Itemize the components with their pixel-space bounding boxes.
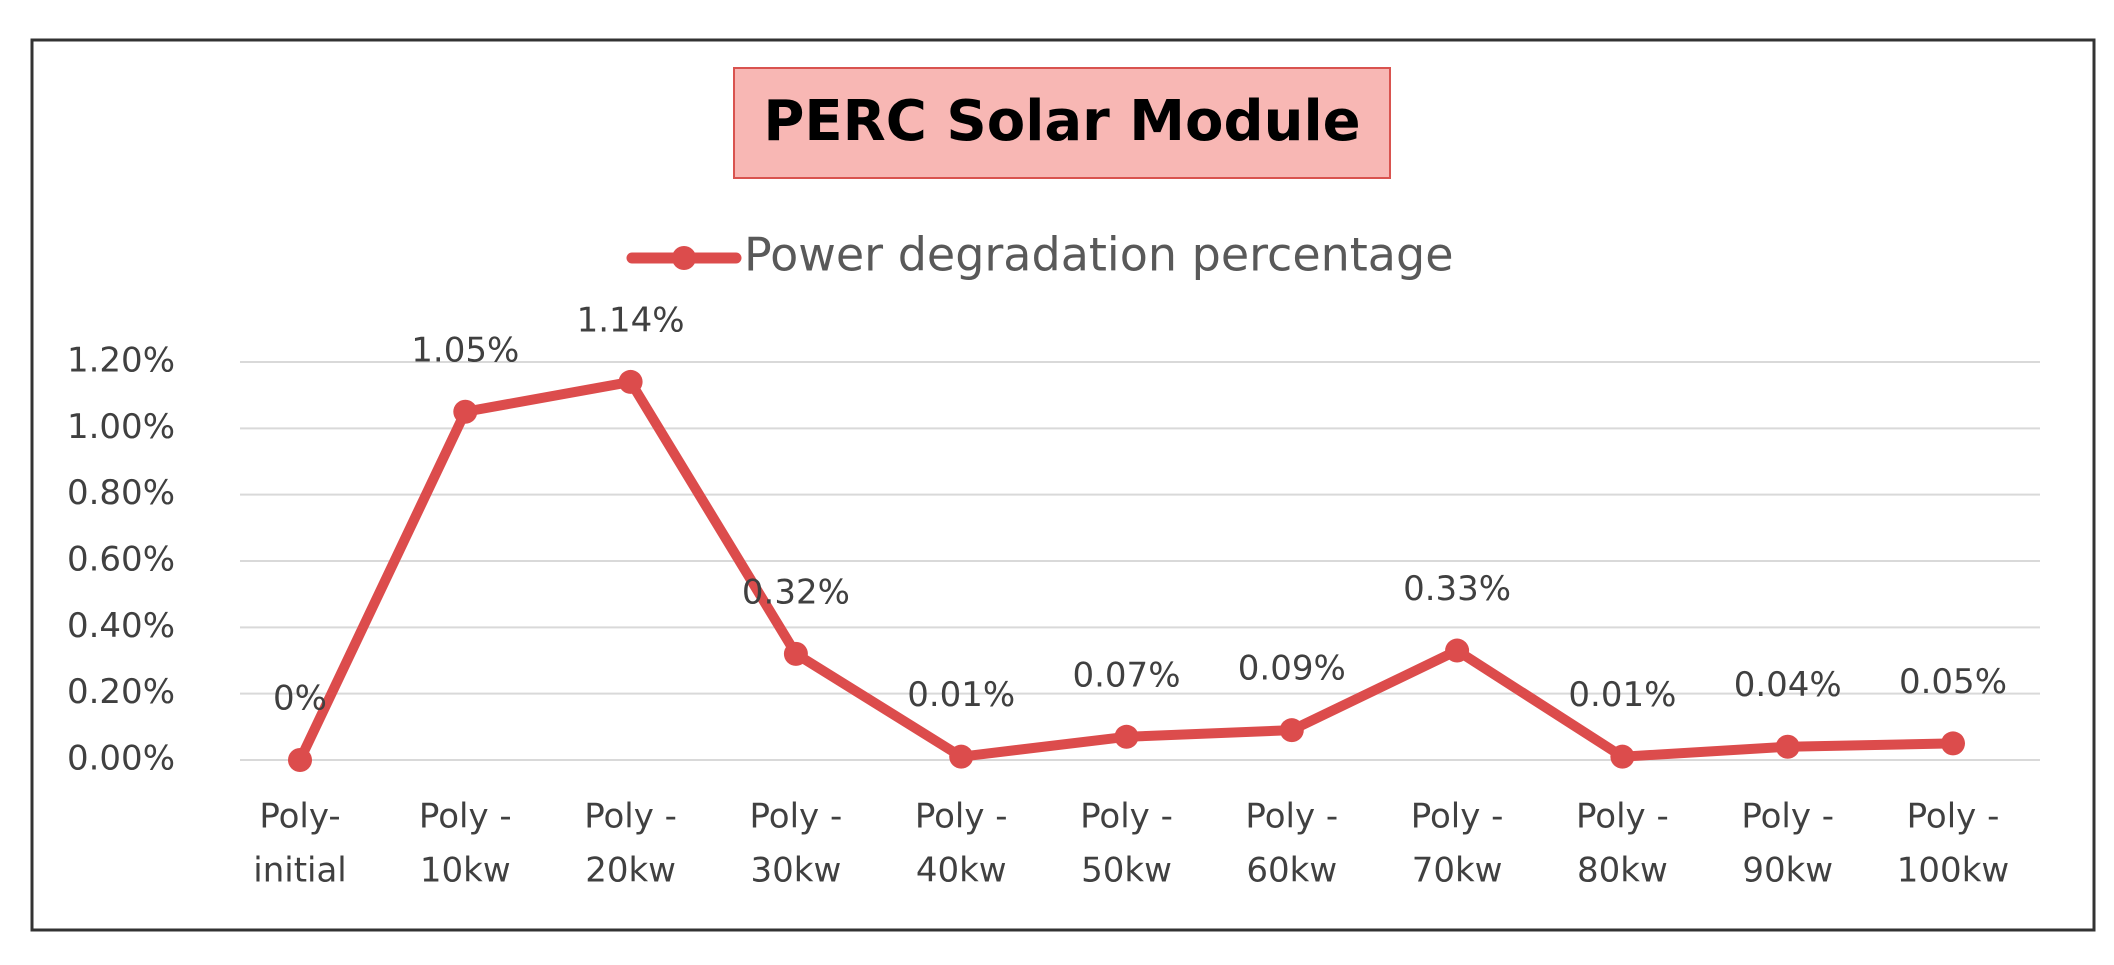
data-label: 0% <box>273 679 327 719</box>
data-point <box>453 399 478 424</box>
data-label: 0.01% <box>1568 675 1676 715</box>
x-tick-label: Poly - <box>1411 797 1504 837</box>
legend-swatch-marker <box>672 246 696 270</box>
x-tick-label: 10kw <box>420 851 511 891</box>
x-tick-label: Poly - <box>584 797 677 837</box>
chart-title: PERC Solar Module <box>733 67 1391 179</box>
data-label: 1.14% <box>577 300 685 340</box>
data-point <box>1279 718 1304 743</box>
x-tick-label: Poly - <box>750 797 843 837</box>
x-axis-ticks: Poly-initial Poly - 10kw Poly - 20kw Poly - 30… <box>253 797 2009 891</box>
x-tick-label: 50kw <box>1081 851 1172 891</box>
data-point <box>618 369 643 394</box>
legend: Power degradation percentage <box>626 228 1454 282</box>
x-tick-label: Poly - <box>1907 797 2000 837</box>
x-tick-label: 30kw <box>751 851 842 891</box>
data-label: 0.33% <box>1403 569 1511 609</box>
title-text: PERC Solar Module <box>763 89 1360 154</box>
data-label: 1.05% <box>411 330 519 370</box>
x-tick-label: 40kw <box>916 851 1007 891</box>
y-tick-label: 0.80% <box>67 473 175 513</box>
data-label: 0.32% <box>742 572 850 612</box>
data-label: 0.07% <box>1072 655 1180 695</box>
x-tick-label: 70kw <box>1412 851 1503 891</box>
data-point <box>949 744 974 769</box>
y-tick-label: 0.20% <box>67 672 175 712</box>
series-power-degradation <box>288 369 1965 772</box>
x-tick-label: 60kw <box>1246 851 1337 891</box>
x-tick-label: 90kw <box>1742 851 1833 891</box>
y-tick-label: 0.00% <box>67 739 175 779</box>
data-point <box>1445 638 1470 663</box>
x-tick-label: Poly - <box>1741 797 1834 837</box>
chart-frame <box>30 38 2096 932</box>
x-tick-label: Poly - <box>419 797 512 837</box>
x-tick-label: 80kw <box>1577 851 1668 891</box>
x-tick-label: initial <box>253 851 347 891</box>
data-point <box>288 748 312 772</box>
x-tick-label: 20kw <box>585 851 676 891</box>
y-axis-ticks: 0.00% 0.20% 0.40% 0.60% 0.80% 1.00% 1.20% <box>67 341 175 779</box>
x-tick-label: Poly - <box>1245 797 1338 837</box>
gridlines <box>240 361 2040 761</box>
data-label: 0.01% <box>907 675 1015 715</box>
x-tick-label: Poly - <box>1576 797 1669 837</box>
data-point <box>1114 724 1139 749</box>
data-label: 0.09% <box>1238 649 1346 689</box>
y-tick-label: 1.20% <box>67 341 175 381</box>
y-tick-label: 1.00% <box>67 407 175 447</box>
y-tick-label: 0.60% <box>67 540 175 580</box>
data-point <box>1775 734 1800 759</box>
title-box <box>733 67 1391 179</box>
data-point <box>783 641 808 666</box>
x-tick-label: Poly - <box>1080 797 1173 837</box>
y-tick-label: 0.40% <box>67 606 175 646</box>
data-label: 0.04% <box>1734 665 1842 705</box>
data-labels: 0% 1.05% 1.14% 0.32% 0.01% 0.07% 0.09% 0.33% 0.0… <box>273 300 2007 718</box>
data-label: 0.05% <box>1899 662 2007 702</box>
data-point <box>1941 731 1965 756</box>
x-tick-label: Poly- <box>259 797 340 837</box>
legend-label: Power degradation percentage <box>744 228 1454 282</box>
data-point <box>1610 744 1635 769</box>
x-tick-label: 100kw <box>1897 851 2009 891</box>
x-tick-label: Poly - <box>915 797 1008 837</box>
